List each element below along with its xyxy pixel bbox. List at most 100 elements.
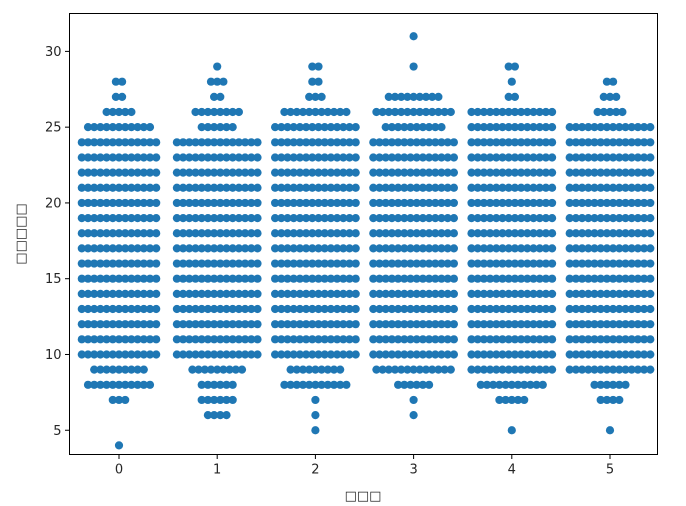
data-point <box>492 183 501 192</box>
x-tick-label: 3 <box>409 463 417 478</box>
data-point <box>145 183 155 192</box>
data-point <box>428 365 437 374</box>
data-point <box>369 335 378 344</box>
data-point <box>479 335 488 344</box>
data-point <box>314 350 323 359</box>
data-point <box>400 123 409 132</box>
data-point <box>133 198 142 208</box>
data-point <box>548 138 557 147</box>
data-point <box>400 304 409 314</box>
data-point <box>541 123 551 132</box>
data-point <box>403 365 412 374</box>
data-point <box>121 274 130 283</box>
data-point <box>602 350 612 359</box>
data-point <box>489 380 498 389</box>
data-point <box>523 350 532 359</box>
data-point <box>102 304 111 314</box>
data-point <box>640 350 649 359</box>
data-point <box>400 198 409 208</box>
data-point <box>584 335 593 344</box>
data-point <box>548 153 557 162</box>
data-point <box>443 335 452 344</box>
data-point <box>234 259 243 268</box>
data-point <box>523 168 532 177</box>
data-point <box>108 153 117 162</box>
data-point <box>412 168 421 177</box>
data-point <box>596 365 605 374</box>
data-point <box>247 274 256 283</box>
data-point <box>602 289 612 298</box>
data-point <box>241 259 250 268</box>
data-point <box>633 198 643 208</box>
data-point <box>114 107 124 117</box>
data-point <box>234 350 243 359</box>
data-point <box>234 289 243 298</box>
data-point <box>277 153 286 162</box>
data-point <box>646 304 655 314</box>
y-tick-label: 5 <box>53 424 61 439</box>
data-point <box>409 107 418 117</box>
data-point <box>345 350 354 359</box>
data-point <box>333 153 342 162</box>
data-point <box>633 350 643 359</box>
data-point <box>406 274 415 283</box>
data-point <box>114 320 124 329</box>
data-point <box>339 229 348 238</box>
data-point <box>333 198 342 208</box>
data-point <box>289 213 298 223</box>
data-point <box>535 350 544 359</box>
data-point <box>302 183 311 192</box>
data-point <box>114 350 124 359</box>
data-point <box>253 304 262 314</box>
data-point <box>77 153 86 162</box>
data-point <box>369 153 378 162</box>
data-point <box>449 350 458 359</box>
data-point <box>351 153 360 162</box>
data-point <box>375 229 384 238</box>
data-point <box>108 138 117 147</box>
data-point <box>479 350 488 359</box>
data-point <box>253 213 262 223</box>
data-point <box>375 198 384 208</box>
data-point <box>418 304 427 314</box>
data-point <box>578 138 587 147</box>
data-point <box>421 365 431 374</box>
data-point <box>102 259 111 268</box>
data-point <box>492 168 501 177</box>
data-point <box>443 229 452 238</box>
data-point <box>378 107 387 117</box>
data-point <box>121 380 130 389</box>
data-point <box>191 335 200 344</box>
data-point <box>517 183 526 192</box>
data-point <box>213 77 222 86</box>
data-point <box>96 365 105 374</box>
data-point <box>418 350 427 359</box>
data-point <box>498 244 507 253</box>
data-point <box>584 198 593 208</box>
data-point <box>584 304 593 314</box>
data-point <box>139 274 148 283</box>
data-point <box>381 304 390 314</box>
data-point <box>621 320 630 329</box>
data-point <box>326 123 335 132</box>
data-point <box>467 168 476 177</box>
data-point <box>529 289 538 298</box>
data-point <box>90 350 99 359</box>
data-point <box>584 289 593 298</box>
data-point <box>172 138 181 147</box>
data-point <box>345 123 354 132</box>
data-point <box>479 244 488 253</box>
data-point <box>473 123 482 132</box>
data-point <box>578 213 587 223</box>
data-point <box>197 183 206 192</box>
data-point <box>479 259 488 268</box>
data-point <box>351 304 360 314</box>
data-point <box>283 168 292 177</box>
data-point <box>90 229 99 238</box>
data-point <box>102 153 111 162</box>
data-point <box>234 213 243 223</box>
data-point <box>241 198 250 208</box>
data-point <box>449 198 458 208</box>
data-point <box>548 320 557 329</box>
